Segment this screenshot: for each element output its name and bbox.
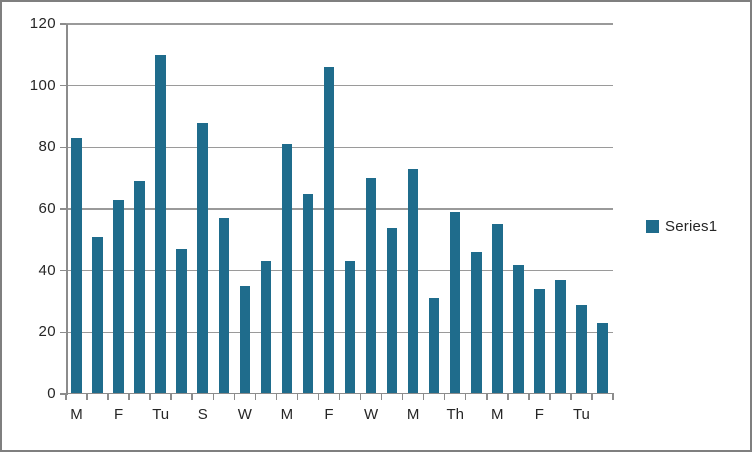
x-axis-label: M (70, 406, 83, 423)
bar[interactable] (555, 279, 566, 394)
gridline (66, 84, 613, 87)
x-tick-mark (528, 394, 530, 400)
x-axis-label: W (237, 406, 252, 423)
x-tick-mark (212, 394, 215, 400)
y-axis-label: 100 (29, 76, 56, 94)
bar[interactable] (134, 181, 145, 394)
bar[interactable] (155, 54, 166, 394)
x-axis-label: Tu (572, 406, 590, 423)
x-tick-mark (486, 394, 488, 400)
y-tick-mark (60, 146, 66, 149)
y-tick-mark (60, 208, 66, 210)
x-tick-mark (591, 394, 593, 400)
x-tick-mark (570, 394, 572, 400)
x-tick-mark (549, 394, 551, 400)
x-axis-label: M (406, 406, 420, 423)
y-axis-label: 0 (47, 385, 56, 402)
x-tick-mark (107, 394, 109, 400)
x-tick-mark (380, 394, 383, 400)
gridline (66, 269, 613, 272)
gridline (66, 208, 613, 210)
legend-label: Series1 (665, 217, 718, 235)
x-tick-mark (443, 394, 446, 400)
x-tick-mark (422, 394, 425, 400)
gridline (66, 23, 613, 25)
y-axis-label: 20 (38, 323, 56, 341)
y-tick-mark (60, 331, 66, 334)
bar[interactable] (470, 252, 482, 394)
x-tick-mark (507, 394, 509, 400)
x-tick-mark (359, 394, 362, 400)
x-tick-mark (296, 394, 299, 400)
bar[interactable] (428, 298, 440, 394)
x-axis-label: Tu (152, 406, 170, 423)
bar[interactable] (281, 144, 293, 394)
bar[interactable] (365, 178, 377, 394)
y-axis-label: 80 (38, 138, 56, 156)
y-axis-line (66, 24, 68, 395)
bar[interactable] (386, 227, 398, 394)
x-axis-label: W (363, 406, 379, 423)
x-tick-mark (317, 394, 320, 400)
x-axis-label: F (324, 406, 334, 423)
bar[interactable] (239, 286, 251, 394)
bar[interactable] (113, 199, 124, 394)
x-tick-mark (464, 394, 467, 400)
bar[interactable] (323, 67, 335, 394)
gridline (66, 331, 613, 334)
x-axis-label: S (197, 406, 208, 423)
legend[interactable]: Series1 (646, 215, 717, 237)
x-tick-mark (612, 394, 614, 400)
bar[interactable] (492, 224, 503, 394)
bar[interactable] (92, 236, 103, 394)
gridline (66, 146, 613, 149)
bar[interactable] (344, 261, 356, 394)
x-axis-label: F (114, 406, 124, 423)
bar[interactable] (260, 261, 272, 394)
bar[interactable] (449, 212, 461, 394)
y-tick-mark (60, 393, 66, 395)
x-axis-label: M (280, 406, 294, 423)
y-axis-label: 40 (38, 261, 56, 279)
bar[interactable] (597, 323, 608, 394)
bar[interactable] (407, 168, 419, 394)
y-tick-mark (60, 84, 66, 87)
bar[interactable] (534, 289, 545, 394)
legend-swatch-icon (646, 219, 659, 233)
x-tick-mark (191, 394, 193, 400)
x-tick-mark (275, 394, 278, 400)
bar[interactable] (197, 122, 208, 394)
x-tick-mark (170, 394, 172, 400)
bar[interactable] (71, 138, 82, 394)
x-tick-mark (401, 394, 404, 400)
x-tick-mark (254, 394, 257, 400)
y-axis-label: 120 (29, 15, 56, 32)
bar[interactable] (576, 304, 587, 394)
y-tick-mark (60, 269, 66, 272)
x-axis-label: Th (446, 406, 464, 423)
x-axis-line (66, 392, 614, 394)
bar[interactable] (218, 218, 230, 394)
x-axis-label: M (491, 406, 504, 423)
y-tick-mark (60, 23, 66, 25)
x-axis-label: F (534, 406, 544, 423)
bar[interactable] (176, 249, 187, 394)
x-tick-mark (86, 394, 88, 400)
x-tick-mark (128, 394, 130, 400)
bar[interactable] (302, 193, 314, 394)
x-tick-mark (65, 394, 67, 400)
x-tick-mark (149, 394, 151, 400)
x-tick-mark (233, 394, 236, 400)
x-tick-mark (338, 394, 341, 400)
y-axis-label: 60 (38, 200, 56, 217)
bar[interactable] (513, 264, 524, 394)
